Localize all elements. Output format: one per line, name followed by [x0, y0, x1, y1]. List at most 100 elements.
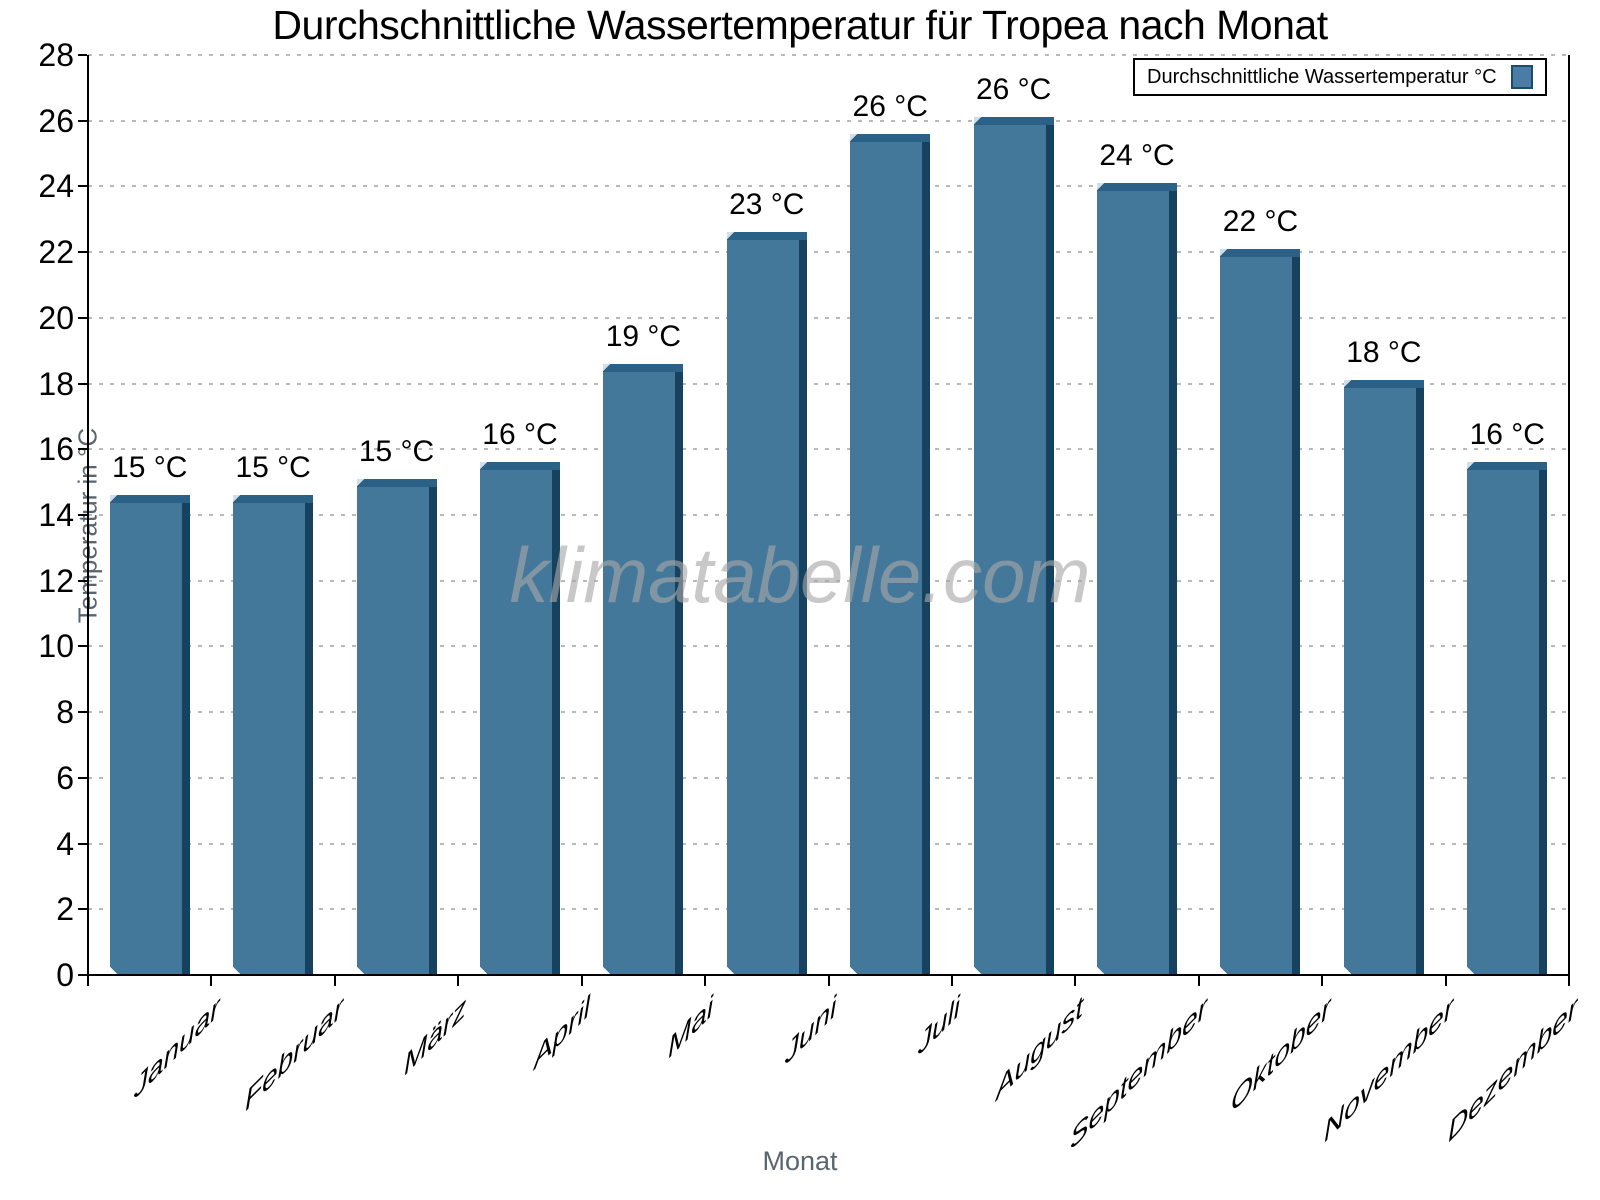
y-axis-tick	[78, 448, 87, 451]
y-tick-label: 12	[38, 562, 74, 599]
y-tick-label: 22	[38, 234, 74, 271]
legend: Durchschnittliche Wassertemperatur °C	[1133, 58, 1547, 96]
bar-side-shade	[1045, 117, 1054, 975]
bar-face	[1467, 462, 1540, 975]
y-tick-label: 26	[38, 102, 74, 139]
gridline	[88, 185, 1569, 188]
bar-face	[109, 495, 182, 975]
bar-face	[233, 495, 306, 975]
bar-top-shade	[850, 133, 931, 142]
y-axis-tick	[78, 908, 87, 911]
y-tick-label: 28	[38, 37, 74, 73]
x-axis-tick	[333, 975, 336, 986]
y-axis-line	[87, 55, 89, 975]
bar-value-label: 15 °C	[112, 451, 188, 485]
x-axis-tick	[1197, 975, 1200, 986]
bar-face	[356, 478, 429, 975]
bar-top-shade	[1343, 380, 1424, 389]
bar-top-shade	[726, 232, 807, 241]
bar	[356, 478, 437, 975]
y-tick-label: 20	[38, 299, 74, 336]
bar-side-shade	[1292, 248, 1301, 975]
plot-right-border	[1568, 55, 1570, 975]
bar-side-shade	[675, 363, 684, 975]
gridline	[88, 382, 1569, 385]
bar-side-shade	[181, 495, 190, 975]
gridline	[88, 119, 1569, 122]
bar	[1097, 183, 1178, 975]
bar-face	[850, 133, 923, 975]
y-tick-label: 10	[38, 628, 74, 665]
bar-side-shade	[305, 495, 314, 975]
y-axis-tick	[78, 711, 87, 714]
gridline	[88, 251, 1569, 254]
bar-side-shade	[551, 462, 560, 975]
y-tick-label: 18	[38, 365, 74, 402]
bar-side-shade	[1415, 380, 1424, 975]
y-tick-label: 24	[38, 168, 74, 205]
x-axis-tick	[827, 975, 830, 986]
y-axis-tick	[78, 54, 87, 56]
bar-top-shade	[603, 363, 684, 372]
bar	[233, 495, 314, 975]
x-axis-title: Monat	[762, 1146, 838, 1176]
bar-value-label: 16 °C	[1469, 418, 1545, 452]
bar-face	[726, 232, 799, 975]
gridline	[88, 711, 1569, 714]
x-axis-tick	[950, 975, 953, 986]
y-axis-tick	[78, 251, 87, 254]
bar-top-shade	[973, 117, 1054, 126]
y-axis-tick	[78, 842, 87, 845]
gridline	[88, 316, 1569, 319]
y-axis-tick	[78, 579, 87, 582]
gridline	[88, 579, 1569, 582]
bar-top-shade	[233, 495, 314, 504]
y-axis-tick	[78, 382, 87, 385]
gridline	[88, 514, 1569, 516]
month-label: Dezember	[1247, 989, 1577, 1149]
y-tick-label: 14	[38, 497, 74, 533]
gridline	[88, 448, 1569, 451]
bar-face	[603, 363, 676, 975]
x-axis-tick	[457, 975, 460, 986]
x-axis-tick	[87, 975, 89, 986]
bar-face	[973, 117, 1046, 975]
bar-top-shade	[1097, 183, 1178, 192]
bar-side-shade	[1539, 462, 1548, 975]
x-axis-tick	[1568, 975, 1570, 986]
bar-value-label: 26 °C	[975, 73, 1052, 107]
bar-value-label: 23 °C	[729, 188, 805, 222]
y-tick-label: 0	[56, 957, 74, 993]
bar-top-shade	[1220, 248, 1301, 257]
bar	[1220, 248, 1301, 975]
legend-label: Durchschnittliche Wassertemperatur °C	[1147, 65, 1497, 88]
bar	[109, 495, 190, 975]
bar-value-label: 16 °C	[482, 418, 558, 452]
y-tick-label: 6	[56, 759, 74, 796]
bar	[603, 363, 684, 975]
y-axis-tick	[78, 645, 87, 648]
bar-side-shade	[798, 232, 807, 975]
bar-face	[1097, 183, 1170, 975]
bar	[1343, 380, 1424, 975]
y-tick-label: 8	[56, 694, 74, 731]
bar	[850, 133, 931, 975]
bar-top-shade	[479, 462, 560, 471]
chart-title: Durchschnittliche Wassertemperatur für T…	[272, 2, 1328, 48]
gridline	[88, 908, 1569, 911]
y-tick-label: 2	[56, 891, 74, 928]
bar-value-label: 24 °C	[1099, 139, 1175, 173]
bar	[973, 117, 1054, 975]
bar-top-shade	[356, 478, 437, 487]
gridline	[88, 645, 1569, 648]
bar-value-label: 15 °C	[358, 434, 435, 468]
y-axis-tick	[78, 316, 87, 319]
bar	[726, 232, 807, 975]
bar-value-label: 22 °C	[1222, 204, 1299, 238]
gridline	[88, 776, 1569, 779]
bar-value-label: 19 °C	[605, 319, 682, 353]
x-axis-tick	[210, 975, 213, 986]
bar-side-shade	[428, 478, 437, 975]
bar-side-shade	[922, 133, 931, 975]
